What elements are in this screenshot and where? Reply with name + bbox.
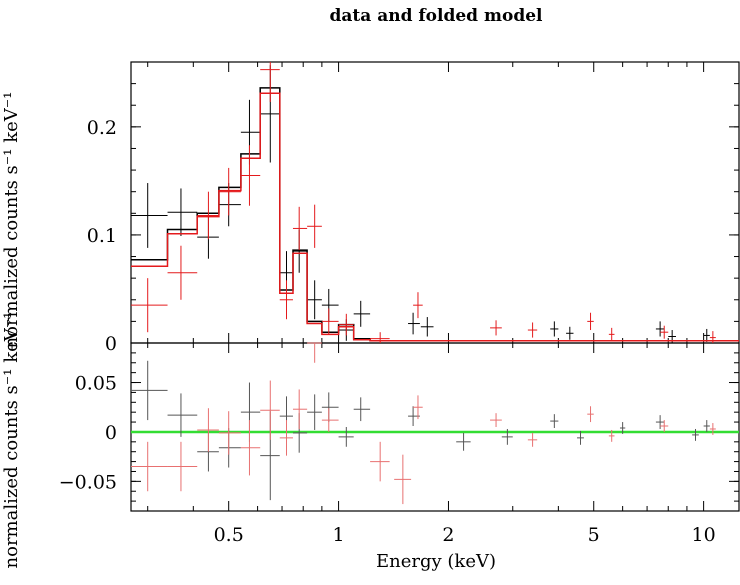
data-point [550,414,559,428]
data-point [218,427,241,468]
data-point [218,167,241,216]
data-point [655,415,665,429]
data-point [131,183,168,248]
data-point [167,441,198,492]
data-point [260,380,280,440]
data-point [131,278,168,333]
data-point [279,280,293,320]
data-point [587,406,594,423]
data-point [338,427,354,447]
data-point [703,328,710,342]
data-point [240,420,261,476]
x-axis-title: Energy (keV) [376,551,496,572]
residuals-panel [130,342,740,512]
data-point [566,326,574,340]
y-tick-label: 0 [105,422,117,444]
data-point [321,392,339,423]
spectrum-frame [130,61,740,344]
data-point [292,413,308,453]
x-tick-label: 5 [588,524,600,546]
data-point [279,420,293,456]
model-step-line [131,87,739,342]
data-point [240,145,261,206]
data-point [338,313,354,336]
y-axis-title-top: normalized counts s⁻¹ keV⁻¹ [1,92,22,349]
data-point [370,332,390,343]
data-point [370,441,390,482]
data-point [608,327,615,341]
data-point [321,308,339,335]
data-point [260,62,280,102]
data-point [527,322,538,338]
x-tick-label: 1 [333,524,345,546]
data-point [353,300,371,327]
chart-marks: 0 0.1 0.2 −0.05 0 0.05 0.5 1 2 5 10 [59,61,739,546]
data-point [420,317,434,337]
data-point [577,430,584,445]
data-point [394,454,412,505]
data-point [292,229,308,273]
y-tick-label: −0.05 [59,471,117,493]
data-point [292,389,308,429]
data-point [608,429,615,442]
data-point [321,288,339,322]
data-point [550,321,559,337]
y-axis-title-bottom: normalized counts s⁻¹ keV⁻¹ [1,312,22,569]
data-point [167,393,198,437]
data-point [408,312,420,335]
data-point [413,292,423,319]
data-point [527,432,538,447]
data-point [218,411,241,455]
data-point [353,397,371,422]
data-point [307,342,322,363]
data-point [307,204,322,248]
data-point [167,188,198,237]
data-point [619,422,626,434]
data-point [167,245,198,300]
data-point [321,408,339,432]
data-point [655,321,665,337]
data-point [240,99,261,165]
data-point [703,420,710,432]
data-point [660,325,669,339]
y-tick-label: 0.2 [87,117,117,139]
data-point [292,206,308,251]
data-point [660,420,669,432]
data-point [197,408,219,452]
data-point [490,320,502,336]
data-point [307,394,322,430]
data-point [692,428,699,441]
data-point [587,312,594,331]
spectrum-panel [130,61,740,344]
data-point [197,191,219,240]
data-point [490,413,502,427]
data-point [456,432,471,451]
x-tick-label: 2 [442,524,454,546]
y-tick-label: 0.1 [87,225,117,247]
data-point [709,423,716,435]
data-point [709,331,716,343]
data-point [413,395,423,420]
data-point [131,441,168,492]
data-point [131,360,168,421]
y-tick-label: 0.05 [75,373,117,395]
chart-title: data and folded model [330,6,544,26]
model-step-line [131,92,739,342]
data-point [307,280,322,320]
data-point [501,428,513,445]
residuals-frame [130,342,740,512]
y-tick-label: 0 [105,333,117,355]
data-point [218,183,241,227]
x-tick-label: 10 [692,524,716,546]
x-tick-label: 0.5 [214,524,244,546]
